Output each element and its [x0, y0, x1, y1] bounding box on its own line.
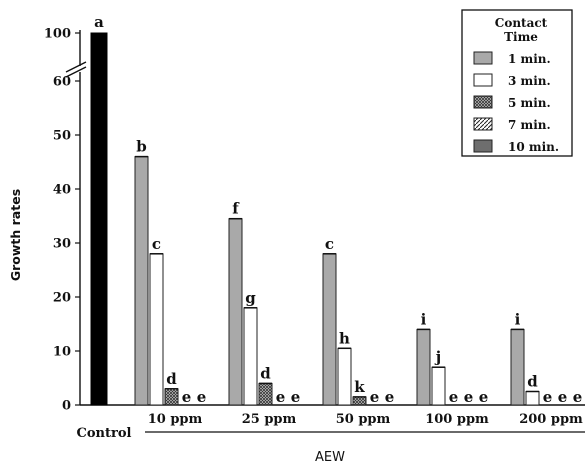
bar-letter: e — [543, 388, 553, 406]
bar-letter: c — [325, 235, 334, 253]
y-axis-label: Growth rates — [8, 189, 23, 281]
bar-letter: e — [449, 388, 459, 406]
category-label: 25 ppm — [242, 412, 297, 427]
bar — [228, 218, 243, 406]
control-label: Control — [77, 426, 132, 441]
x-axis-label: AEW — [315, 450, 345, 465]
bar — [134, 156, 149, 406]
bar — [352, 396, 367, 406]
legend-title: Time — [504, 30, 538, 44]
control-letter: a — [94, 13, 104, 31]
legend-swatch — [473, 139, 493, 153]
legend-swatch — [473, 73, 493, 87]
bar-letter: b — [136, 138, 147, 156]
axis-break-mark — [65, 66, 87, 78]
legend-label: 7 min. — [508, 118, 551, 132]
bars — [90, 32, 540, 406]
bar-letter: i — [421, 310, 427, 328]
bar-letter: e — [573, 388, 583, 406]
bar-letter: c — [152, 235, 161, 253]
legend-swatch — [473, 117, 493, 131]
bar — [525, 391, 540, 406]
bar-letter: d — [260, 364, 271, 382]
bar-letter: e — [479, 388, 489, 406]
bar-letter: e — [276, 388, 286, 406]
y-tick-label: 10 — [53, 345, 71, 360]
y-tick-label: 20 — [53, 291, 71, 306]
bar-letter: e — [370, 388, 380, 406]
bar — [149, 253, 164, 406]
control-bar — [90, 32, 108, 406]
bar-letter: i — [515, 310, 521, 328]
bar-letter: e — [197, 388, 207, 406]
bar — [431, 366, 446, 406]
category-label: 50 ppm — [336, 412, 391, 427]
legend-swatch — [473, 95, 493, 109]
legend-title: Contact — [495, 16, 548, 30]
bar — [243, 307, 258, 406]
category-label: 200 ppm — [519, 412, 583, 427]
category-label: 100 ppm — [425, 412, 489, 427]
bar-letter: e — [385, 388, 395, 406]
bar — [510, 328, 525, 406]
bar-letter: f — [232, 200, 240, 218]
legend-label: 3 min. — [508, 74, 551, 88]
bar-letter: d — [166, 370, 177, 388]
axis-break-mark — [65, 61, 87, 73]
bar — [258, 382, 273, 406]
legend-label: 5 min. — [508, 96, 551, 110]
bar-letter: d — [527, 373, 538, 391]
bar-letter: e — [291, 388, 301, 406]
y-tick-label: 0 — [62, 399, 71, 414]
category-label: 10 ppm — [148, 412, 203, 427]
bar-letter: k — [354, 378, 365, 396]
bar-letter: h — [339, 329, 350, 347]
bar — [322, 253, 337, 406]
y-tick-label: 40 — [53, 183, 71, 198]
y-tick-label: 100 — [44, 27, 71, 42]
bar-letter: e — [464, 388, 474, 406]
legend-swatch — [473, 51, 493, 65]
bar — [164, 388, 179, 406]
y-tick-label: 50 — [53, 129, 71, 144]
legend-label: 10 min. — [508, 140, 559, 154]
legend-label: 1 min. — [508, 52, 551, 66]
bar-letter: e — [558, 388, 568, 406]
bar-letter: j — [434, 348, 441, 366]
y-tick-label: 30 — [53, 237, 71, 252]
bar — [337, 347, 352, 406]
bar-letter: g — [245, 289, 256, 307]
y-tick-label: 60 — [53, 75, 71, 90]
bar — [416, 328, 431, 406]
bar-letter: e — [182, 388, 192, 406]
